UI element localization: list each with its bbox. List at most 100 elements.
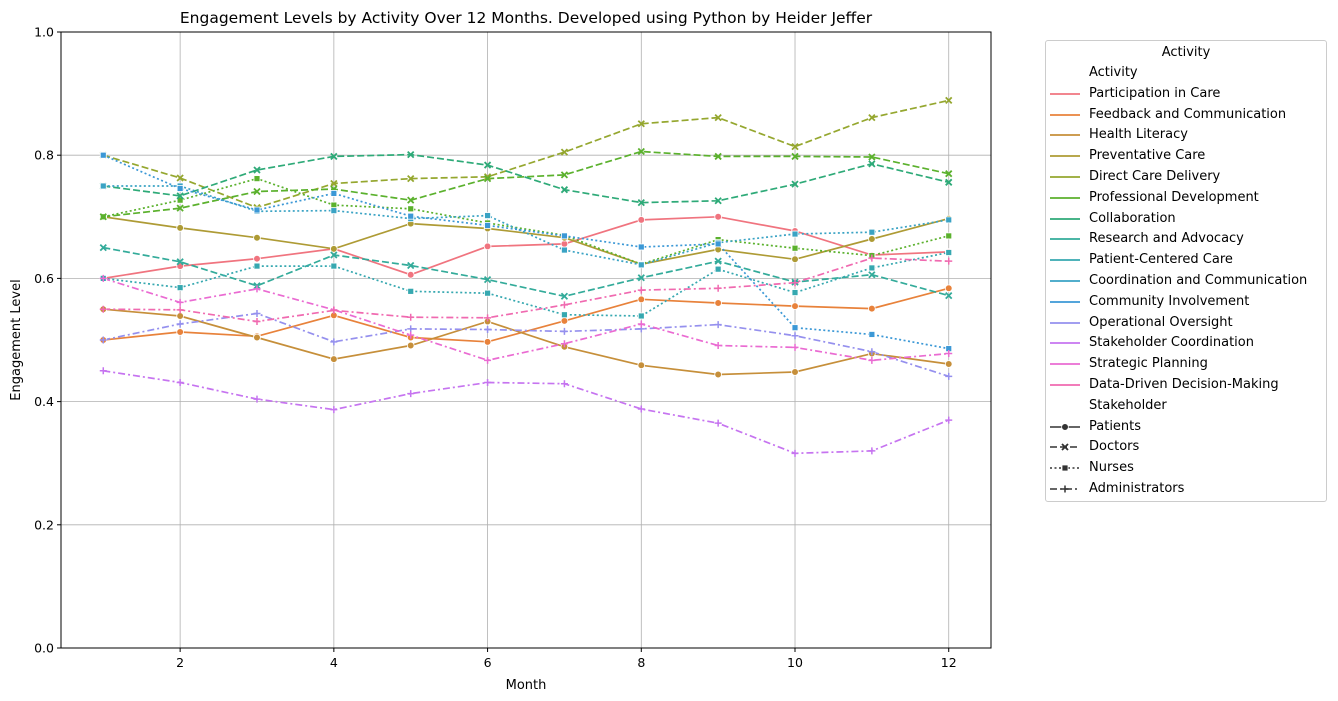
data-point-community-involvement [99,151,107,159]
data-point-participation-in-care [253,254,261,263]
legend-label: Research and Advocacy [1089,231,1244,247]
data-point-community-involvement [407,212,415,220]
data-point-preventative-care [330,245,338,253]
data-point-operational-oversight [484,326,492,334]
legend-label: Patients [1089,418,1142,434]
data-point-strategic-planning [484,356,492,364]
legend-swatch [1050,384,1080,386]
data-point-strategic-planning [253,285,261,293]
legend-swatch [1050,300,1080,303]
data-point-collaboration [483,161,492,169]
data-point-professional-development [407,205,415,213]
legend: Activity Activity Participation in Care Fe… [1045,40,1327,502]
data-point-data-driven-decision-making [330,306,338,314]
data-point-professional-development [945,170,953,178]
data-point-collaboration [945,178,953,186]
data-point-community-involvement [561,232,568,240]
legend-swatch [1050,422,1080,431]
data-point-community-involvement [176,185,184,192]
data-point-professional-development [407,196,415,204]
legend-marker [1061,485,1069,493]
data-point-stakeholder-coordination [176,379,184,387]
data-point-direct-care-delivery [868,113,876,122]
legend-swatch [1050,155,1080,158]
data-point-strategic-planning [714,342,722,350]
legend-marker [1061,422,1069,431]
series-line-preventative-care-patients [103,215,949,266]
legend-swatch [1050,485,1080,493]
data-point-feedback-and-communication [483,338,492,346]
data-point-coordination-and-communication [330,207,338,215]
y-tick-label: 0.0 [34,641,54,656]
legend-label: Feedback and Communication [1089,106,1287,122]
data-point-research-and-advocacy [99,243,107,252]
legend-swatch [1050,238,1080,241]
legend-swatch [1050,259,1080,262]
data-point-stakeholder-coordination [253,395,261,403]
series-markers [99,96,953,457]
y-tick-label: 0.2 [34,517,54,532]
data-point-operational-oversight [945,372,953,380]
data-point-patient-centered-care [253,262,261,270]
data-point-research-and-advocacy [483,275,492,284]
data-point-professional-development [176,204,184,212]
data-point-professional-development [714,152,722,161]
data-point-preventative-care [791,255,799,264]
data-point-collaboration [253,166,261,174]
data-point-community-involvement [791,324,799,332]
x-tick-label: 8 [637,655,645,670]
data-point-community-involvement [714,240,722,248]
data-point-direct-care-delivery [330,179,338,188]
legend-swatch [1050,280,1080,282]
data-point-direct-care-delivery [483,173,492,181]
legend-label: Preventative Care [1089,148,1206,164]
data-point-professional-development [483,174,492,183]
data-point-data-driven-decision-making [791,279,799,287]
data-point-stakeholder-coordination [868,447,876,455]
series-line-feedback-and-communication-patients [103,287,949,343]
data-point-community-involvement [253,206,261,214]
data-point-participation-in-care [406,270,415,279]
legend-swatch [1050,217,1080,220]
series-line-collaboration-doctors [103,153,949,204]
legend-swatch [1050,113,1080,116]
data-point-operational-oversight [253,310,261,318]
data-point-strategic-planning [868,356,876,364]
data-point-stakeholder-coordination [945,416,953,424]
legend-label: Direct Care Delivery [1089,169,1221,184]
data-point-professional-development [330,201,338,209]
data-point-feedback-and-communication [176,328,184,336]
data-point-patient-centered-care [561,311,568,319]
data-point-coordination-and-communication [484,212,491,219]
data-point-patient-centered-care [868,264,876,272]
grid-lines [61,31,991,649]
legend-swatch [1050,176,1080,178]
data-point-coordination-and-communication [868,228,876,236]
series-line-community-involvement-nurses [102,154,949,350]
data-point-patient-centered-care [407,287,415,295]
data-point-coordination-and-communication [945,216,953,224]
data-point-coordination-and-communication [561,246,568,254]
data-point-feedback-and-communication [944,284,953,293]
data-point-feedback-and-communication [560,317,569,325]
data-point-health-literacy [330,355,338,363]
data-point-patient-centered-care [484,289,491,297]
legend-swatch [1050,92,1080,95]
data-point-data-driven-decision-making [99,305,107,313]
data-point-operational-oversight [714,321,722,329]
data-point-professional-development [253,175,261,183]
data-point-coordination-and-communication [637,261,645,269]
data-point-health-literacy [714,370,722,379]
data-point-operational-oversight [560,327,568,335]
data-point-operational-oversight [99,336,107,344]
legend-label: Operational Oversight [1089,314,1233,330]
legend-swatch [1050,464,1080,472]
legend-swatch [1050,342,1080,345]
data-point-research-and-advocacy [637,274,645,282]
data-point-coordination-and-communication [791,230,799,238]
data-point-preventative-care [253,233,261,242]
data-point-health-literacy [791,368,799,376]
series-line-direct-care-delivery-doctors [103,99,949,209]
data-point-community-involvement [637,243,645,251]
